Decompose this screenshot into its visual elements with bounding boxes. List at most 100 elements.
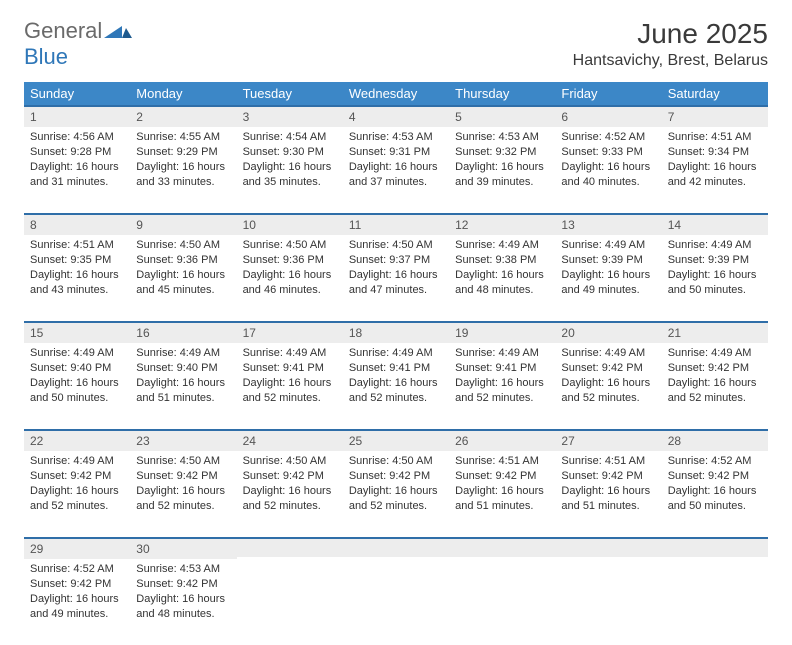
day-line: Sunrise: 4:56 AM bbox=[30, 130, 124, 145]
calendar-cell-number bbox=[662, 537, 768, 559]
calendar-cell-content: Sunrise: 4:49 AMSunset: 9:42 PMDaylight:… bbox=[662, 343, 768, 429]
calendar-cell-number: 29 bbox=[24, 537, 130, 559]
day-line: Daylight: 16 hours bbox=[243, 484, 337, 499]
calendar-cell-number: 10 bbox=[237, 213, 343, 235]
calendar-cell-content: Sunrise: 4:52 AMSunset: 9:42 PMDaylight:… bbox=[662, 451, 768, 537]
day-line: Daylight: 16 hours bbox=[455, 160, 549, 175]
day-line: Sunrise: 4:51 AM bbox=[561, 454, 655, 469]
calendar-cell-content bbox=[662, 559, 768, 645]
day-line: Sunset: 9:40 PM bbox=[30, 361, 124, 376]
day-number: 3 bbox=[237, 105, 343, 127]
day-line: Daylight: 16 hours bbox=[561, 160, 655, 175]
day-line: and 33 minutes. bbox=[136, 175, 230, 190]
day-number: 18 bbox=[343, 321, 449, 343]
day-line: and 43 minutes. bbox=[30, 283, 124, 298]
calendar-cell-number: 19 bbox=[449, 321, 555, 343]
calendar-cell-content bbox=[555, 559, 661, 645]
day-line: Sunrise: 4:49 AM bbox=[668, 238, 762, 253]
calendar-table: SundayMondayTuesdayWednesdayThursdayFrid… bbox=[24, 82, 768, 645]
calendar-cell-content: Sunrise: 4:50 AMSunset: 9:42 PMDaylight:… bbox=[343, 451, 449, 537]
calendar-cell-content: Sunrise: 4:50 AMSunset: 9:36 PMDaylight:… bbox=[130, 235, 236, 321]
day-line: Sunrise: 4:50 AM bbox=[136, 238, 230, 253]
day-number: 11 bbox=[343, 213, 449, 235]
day-number: 28 bbox=[662, 429, 768, 451]
day-line: Daylight: 16 hours bbox=[561, 484, 655, 499]
calendar-cell-number: 21 bbox=[662, 321, 768, 343]
day-line: and 51 minutes. bbox=[561, 499, 655, 514]
calendar-cell-number: 13 bbox=[555, 213, 661, 235]
day-line: Sunset: 9:42 PM bbox=[136, 469, 230, 484]
day-line: Daylight: 16 hours bbox=[455, 484, 549, 499]
day-line: Sunrise: 4:49 AM bbox=[30, 454, 124, 469]
day-line: Sunset: 9:30 PM bbox=[243, 145, 337, 160]
calendar-cell-content: Sunrise: 4:50 AMSunset: 9:36 PMDaylight:… bbox=[237, 235, 343, 321]
calendar-cell-number: 23 bbox=[130, 429, 236, 451]
day-line: Daylight: 16 hours bbox=[668, 268, 762, 283]
calendar-cell-content: Sunrise: 4:49 AMSunset: 9:42 PMDaylight:… bbox=[24, 451, 130, 537]
day-number: 20 bbox=[555, 321, 661, 343]
day-line: Sunset: 9:42 PM bbox=[30, 469, 124, 484]
day-line: Sunrise: 4:52 AM bbox=[30, 562, 124, 577]
empty-day-number bbox=[343, 537, 449, 557]
calendar-cell-content: Sunrise: 4:52 AMSunset: 9:33 PMDaylight:… bbox=[555, 127, 661, 213]
calendar-cell-number: 17 bbox=[237, 321, 343, 343]
day-content: Sunrise: 4:50 AMSunset: 9:42 PMDaylight:… bbox=[130, 451, 236, 519]
day-line: Sunset: 9:32 PM bbox=[455, 145, 549, 160]
day-line: Sunset: 9:42 PM bbox=[561, 469, 655, 484]
calendar-cell-number: 15 bbox=[24, 321, 130, 343]
brand-part2: Blue bbox=[24, 44, 68, 69]
day-line: and 42 minutes. bbox=[668, 175, 762, 190]
day-line: Sunrise: 4:49 AM bbox=[455, 346, 549, 361]
day-line: Sunset: 9:42 PM bbox=[349, 469, 443, 484]
empty-day-number bbox=[237, 537, 343, 557]
calendar-cell-content: Sunrise: 4:49 AMSunset: 9:39 PMDaylight:… bbox=[555, 235, 661, 321]
calendar-cell-content: Sunrise: 4:56 AMSunset: 9:28 PMDaylight:… bbox=[24, 127, 130, 213]
calendar-cell-number: 5 bbox=[449, 105, 555, 127]
calendar-cell-number: 22 bbox=[24, 429, 130, 451]
calendar-cell-number: 27 bbox=[555, 429, 661, 451]
day-line: Daylight: 16 hours bbox=[668, 376, 762, 391]
day-content: Sunrise: 4:49 AMSunset: 9:42 PMDaylight:… bbox=[555, 343, 661, 411]
day-content: Sunrise: 4:51 AMSunset: 9:42 PMDaylight:… bbox=[555, 451, 661, 519]
calendar-cell-content: Sunrise: 4:54 AMSunset: 9:30 PMDaylight:… bbox=[237, 127, 343, 213]
day-content: Sunrise: 4:50 AMSunset: 9:42 PMDaylight:… bbox=[237, 451, 343, 519]
day-line: Sunrise: 4:53 AM bbox=[455, 130, 549, 145]
day-line: and 45 minutes. bbox=[136, 283, 230, 298]
page-title: June 2025 bbox=[573, 18, 768, 50]
day-line: and 39 minutes. bbox=[455, 175, 549, 190]
day-line: Sunset: 9:29 PM bbox=[136, 145, 230, 160]
day-number: 9 bbox=[130, 213, 236, 235]
day-line: Sunset: 9:39 PM bbox=[668, 253, 762, 268]
day-line: Sunrise: 4:50 AM bbox=[349, 238, 443, 253]
calendar-cell-content: Sunrise: 4:53 AMSunset: 9:31 PMDaylight:… bbox=[343, 127, 449, 213]
day-line: and 50 minutes. bbox=[668, 499, 762, 514]
day-number: 16 bbox=[130, 321, 236, 343]
day-line: Sunrise: 4:50 AM bbox=[349, 454, 443, 469]
day-line: and 47 minutes. bbox=[349, 283, 443, 298]
calendar-cell-content bbox=[449, 559, 555, 645]
day-content: Sunrise: 4:49 AMSunset: 9:41 PMDaylight:… bbox=[343, 343, 449, 411]
day-content: Sunrise: 4:55 AMSunset: 9:29 PMDaylight:… bbox=[130, 127, 236, 195]
day-line: and 49 minutes. bbox=[30, 607, 124, 622]
day-content: Sunrise: 4:51 AMSunset: 9:35 PMDaylight:… bbox=[24, 235, 130, 303]
day-line: and 52 minutes. bbox=[30, 499, 124, 514]
calendar-cell-number: 26 bbox=[449, 429, 555, 451]
day-line: Sunrise: 4:53 AM bbox=[136, 562, 230, 577]
calendar-column-header: Tuesday bbox=[237, 82, 343, 105]
day-content: Sunrise: 4:49 AMSunset: 9:39 PMDaylight:… bbox=[662, 235, 768, 303]
calendar-cell-content: Sunrise: 4:50 AMSunset: 9:42 PMDaylight:… bbox=[237, 451, 343, 537]
day-number: 22 bbox=[24, 429, 130, 451]
day-line: Daylight: 16 hours bbox=[30, 484, 124, 499]
day-line: Sunrise: 4:55 AM bbox=[136, 130, 230, 145]
calendar-cell-content: Sunrise: 4:51 AMSunset: 9:35 PMDaylight:… bbox=[24, 235, 130, 321]
day-line: Sunrise: 4:52 AM bbox=[668, 454, 762, 469]
day-line: Sunset: 9:41 PM bbox=[455, 361, 549, 376]
day-content: Sunrise: 4:49 AMSunset: 9:42 PMDaylight:… bbox=[662, 343, 768, 411]
day-line: Sunrise: 4:49 AM bbox=[136, 346, 230, 361]
day-line: and 52 minutes. bbox=[349, 391, 443, 406]
day-line: and 31 minutes. bbox=[30, 175, 124, 190]
day-content: Sunrise: 4:49 AMSunset: 9:41 PMDaylight:… bbox=[449, 343, 555, 411]
day-line: and 46 minutes. bbox=[243, 283, 337, 298]
day-content: Sunrise: 4:53 AMSunset: 9:32 PMDaylight:… bbox=[449, 127, 555, 195]
calendar-cell-content: Sunrise: 4:49 AMSunset: 9:39 PMDaylight:… bbox=[662, 235, 768, 321]
